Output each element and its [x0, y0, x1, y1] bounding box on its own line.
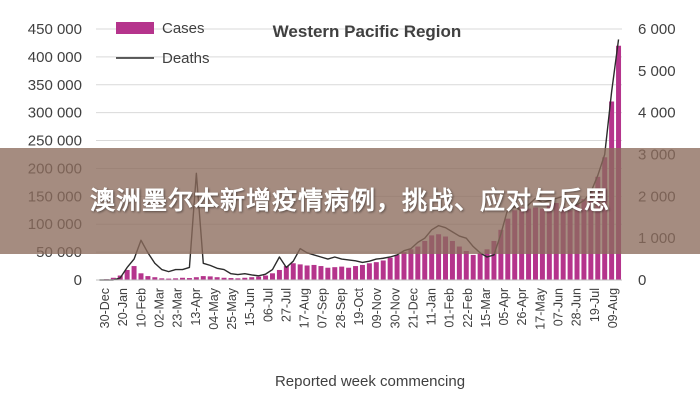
- y2-tick-label: 6 000: [638, 21, 676, 38]
- case-bar: [367, 263, 372, 280]
- x-tick-label: 22-Feb: [461, 288, 475, 328]
- legend-swatch-cases: [116, 22, 154, 34]
- y-tick-label: 450 000: [28, 21, 82, 38]
- case-bar: [374, 262, 379, 280]
- x-tick-label: 07-Sep: [316, 288, 330, 328]
- x-tick-label: 20-Jan: [116, 288, 130, 326]
- case-bar: [401, 252, 406, 280]
- case-bar: [471, 255, 476, 280]
- case-bar: [332, 267, 337, 280]
- case-bar: [388, 258, 393, 280]
- case-bar: [305, 265, 310, 280]
- headline-banner: 澳洲墨尔本新增疫情病例，挑战、应对与反思: [0, 148, 700, 254]
- case-bar: [381, 260, 386, 280]
- x-axis-label: Reported week commencing: [275, 373, 465, 390]
- y2-tick-label: 0: [638, 272, 646, 289]
- case-bar: [263, 276, 268, 280]
- x-tick-label: 15-Mar: [479, 288, 493, 328]
- case-bar: [395, 255, 400, 280]
- case-bar: [478, 253, 483, 280]
- y-tick-label: 400 000: [28, 49, 82, 66]
- y2-tick-label: 4 000: [638, 105, 676, 122]
- case-bar: [325, 268, 330, 280]
- case-bar: [125, 270, 130, 280]
- case-bar: [318, 266, 323, 280]
- x-tick-label: 21-Dec: [406, 288, 420, 328]
- x-tick-label: 30-Dec: [98, 288, 112, 328]
- x-tick-label: 19-Oct: [352, 287, 366, 325]
- case-bar: [464, 251, 469, 280]
- x-tick-label: 09-Nov: [370, 287, 384, 328]
- x-tick-label: 05-Apr: [497, 288, 511, 326]
- y-tick-label: 350 000: [28, 77, 82, 94]
- case-bar: [256, 277, 261, 280]
- case-bar: [208, 276, 213, 280]
- case-bar: [277, 270, 282, 280]
- chart-title: Western Pacific Region: [273, 22, 462, 41]
- x-tick-label: 15-Jun: [243, 288, 257, 326]
- x-tick-label: 02-Mar: [153, 288, 167, 328]
- legend: Cases Deaths: [116, 20, 210, 67]
- headline-text: 澳洲墨尔本新增疫情病例，挑战、应对与反思: [50, 182, 650, 220]
- case-bar: [312, 265, 317, 280]
- x-tick-label: 30-Nov: [388, 287, 402, 328]
- case-bar: [201, 276, 206, 280]
- case-bar: [339, 267, 344, 280]
- legend-label-deaths: Deaths: [162, 50, 210, 67]
- y-tick-label: 0: [74, 272, 82, 289]
- case-bar: [270, 273, 275, 280]
- x-tick-label: 13-Apr: [189, 288, 203, 326]
- x-tick-label: 27-Jul: [279, 288, 293, 322]
- x-tick-label: 07-Jun: [552, 288, 566, 326]
- legend-label-cases: Cases: [162, 20, 205, 37]
- x-tick-label: 04-May: [207, 287, 221, 329]
- x-axis-ticks: 30-Dec 20-Jan 10-Feb 02-Mar 23-Mar 13-Apr 04-M…: [98, 287, 620, 329]
- y-tick-label: 250 000: [28, 133, 82, 150]
- x-tick-label: 26-Apr: [515, 288, 529, 326]
- x-tick-label: 01-Feb: [443, 288, 457, 328]
- x-tick-label: 06-Jul: [261, 288, 275, 322]
- x-tick-label: 17-May: [533, 287, 547, 329]
- x-tick-label: 19-Jul: [588, 288, 602, 322]
- x-tick-label: 28-Sep: [334, 288, 348, 328]
- case-bar: [132, 266, 137, 280]
- y-tick-label: 300 000: [28, 105, 82, 122]
- y2-tick-label: 5 000: [638, 63, 676, 80]
- case-bar: [353, 266, 358, 280]
- x-tick-label: 09-Aug: [606, 288, 620, 328]
- x-tick-label: 25-May: [225, 287, 239, 329]
- case-bar: [346, 268, 351, 280]
- x-tick-label: 23-Mar: [171, 288, 185, 328]
- case-bar: [138, 273, 143, 280]
- case-bar: [145, 276, 150, 280]
- x-tick-label: 17-Aug: [298, 288, 312, 328]
- x-tick-label: 28-Jun: [570, 288, 584, 326]
- case-bar: [291, 263, 296, 280]
- x-tick-label: 10-Feb: [134, 288, 148, 328]
- case-bar: [298, 264, 303, 280]
- x-tick-label: 11-Jan: [425, 288, 439, 325]
- case-bar: [360, 265, 365, 280]
